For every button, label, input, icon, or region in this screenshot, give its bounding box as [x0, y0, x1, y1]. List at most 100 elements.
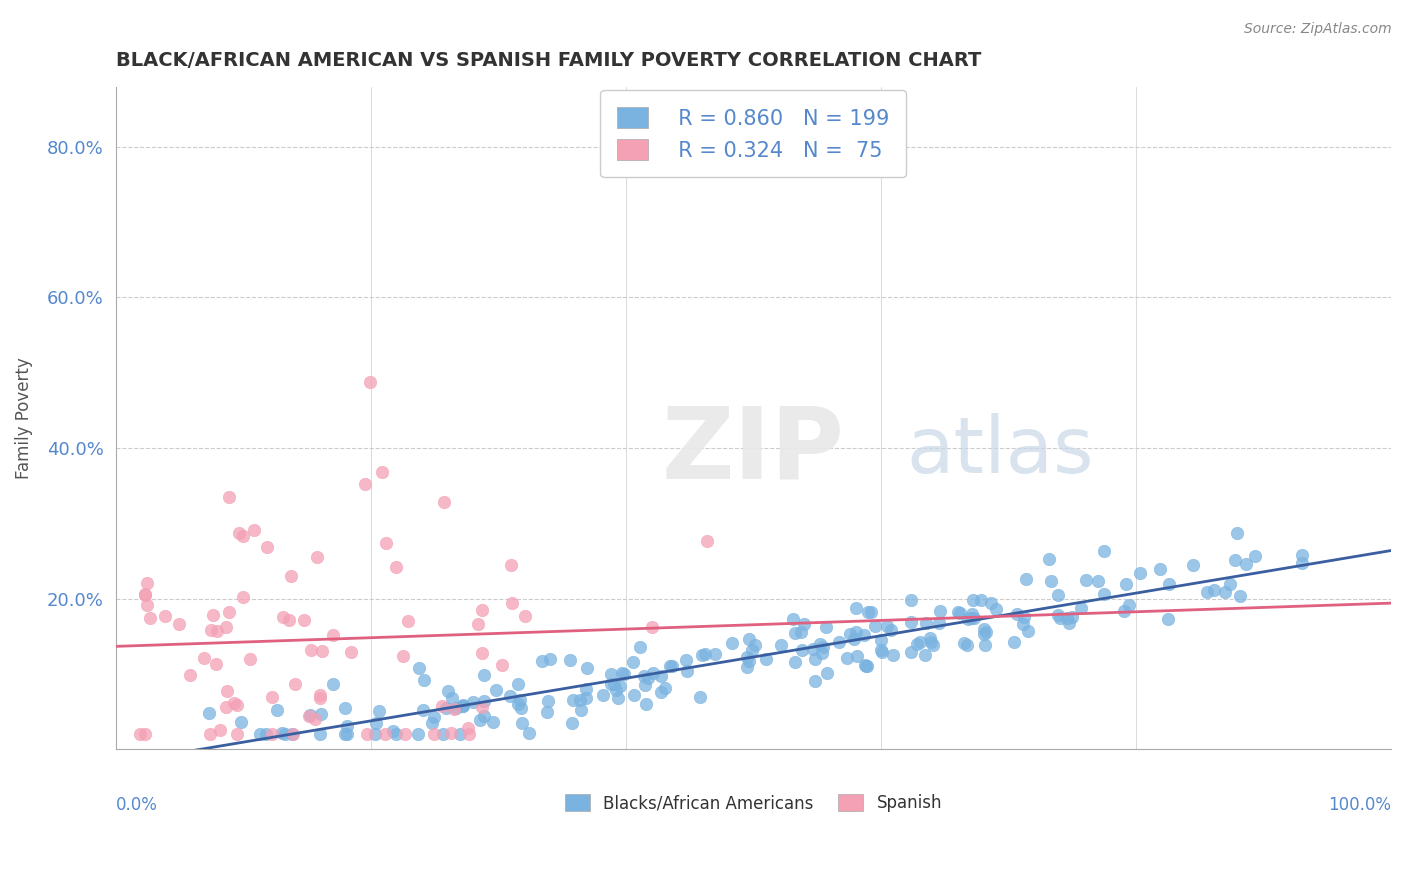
Point [1014, 610, 1036, 624]
Point [440, 726, 463, 740]
Point [914, 648, 936, 662]
Point [354, 476, 377, 491]
Point [1049, 610, 1071, 624]
Point [509, 700, 531, 714]
Point [605, 682, 627, 697]
Point [437, 683, 460, 698]
Point [1129, 566, 1152, 580]
Point [783, 626, 806, 640]
Point [870, 645, 893, 659]
Point [811, 640, 834, 655]
Point [613, 666, 636, 681]
Legend: Blacks/African Americans, Spanish: Blacks/African Americans, Spanish [557, 786, 950, 821]
Point [1204, 582, 1226, 597]
Point [179, 667, 201, 681]
Point [621, 655, 644, 669]
Point [856, 659, 879, 673]
Point [508, 697, 530, 711]
Point [1118, 599, 1140, 613]
Point [1157, 577, 1180, 591]
Point [928, 604, 950, 618]
Text: 100.0%: 100.0% [1329, 796, 1391, 814]
Point [382, 724, 405, 739]
Point [1074, 574, 1097, 588]
Point [451, 698, 474, 712]
Point [430, 699, 453, 714]
Text: atlas: atlas [907, 413, 1094, 489]
Point [443, 702, 465, 716]
Point [470, 603, 492, 617]
Point [167, 616, 190, 631]
Point [928, 615, 950, 630]
Point [828, 635, 851, 649]
Point [471, 699, 494, 714]
Point [956, 612, 979, 626]
Point [262, 727, 284, 741]
Point [960, 607, 983, 622]
Point [136, 575, 159, 590]
Point [335, 727, 357, 741]
Point [451, 698, 474, 713]
Point [636, 697, 658, 711]
Point [1015, 572, 1038, 586]
Point [962, 592, 984, 607]
Point [508, 676, 530, 690]
Point [333, 701, 356, 715]
Point [311, 643, 333, 657]
Point [650, 684, 672, 698]
Point [853, 628, 876, 642]
Point [224, 697, 246, 711]
Point [134, 587, 156, 601]
Point [661, 658, 683, 673]
Point [569, 692, 592, 706]
Point [218, 490, 240, 504]
Point [860, 606, 883, 620]
Point [801, 642, 824, 657]
Point [1017, 624, 1039, 638]
Point [385, 559, 408, 574]
Point [461, 694, 484, 708]
Point [1149, 561, 1171, 575]
Point [561, 716, 583, 731]
Point [308, 691, 330, 706]
Point [855, 659, 877, 673]
Point [973, 622, 995, 636]
Point [277, 613, 299, 627]
Point [1115, 577, 1137, 591]
Point [281, 727, 304, 741]
Point [1092, 587, 1115, 601]
Point [900, 593, 922, 607]
Point [537, 694, 560, 708]
Point [956, 638, 979, 652]
Point [422, 716, 444, 731]
Point [1157, 612, 1180, 626]
Point [575, 690, 598, 705]
Point [676, 665, 699, 679]
Point [1291, 556, 1313, 570]
Point [974, 625, 997, 640]
Point [735, 650, 758, 665]
Point [375, 536, 398, 550]
Point [1182, 558, 1205, 573]
Point [920, 634, 942, 648]
Point [839, 627, 862, 641]
Point [659, 659, 682, 673]
Point [201, 608, 224, 623]
Point [205, 624, 228, 638]
Point [457, 721, 479, 735]
Point [153, 609, 176, 624]
Point [1062, 610, 1084, 624]
Point [472, 668, 495, 682]
Point [973, 627, 995, 641]
Point [607, 690, 630, 705]
Point [394, 727, 416, 741]
Point [322, 628, 344, 642]
Point [139, 611, 162, 625]
Point [517, 726, 540, 740]
Point [984, 602, 1007, 616]
Point [920, 631, 942, 645]
Point [292, 613, 315, 627]
Point [359, 375, 381, 389]
Point [1056, 611, 1078, 625]
Point [1070, 600, 1092, 615]
